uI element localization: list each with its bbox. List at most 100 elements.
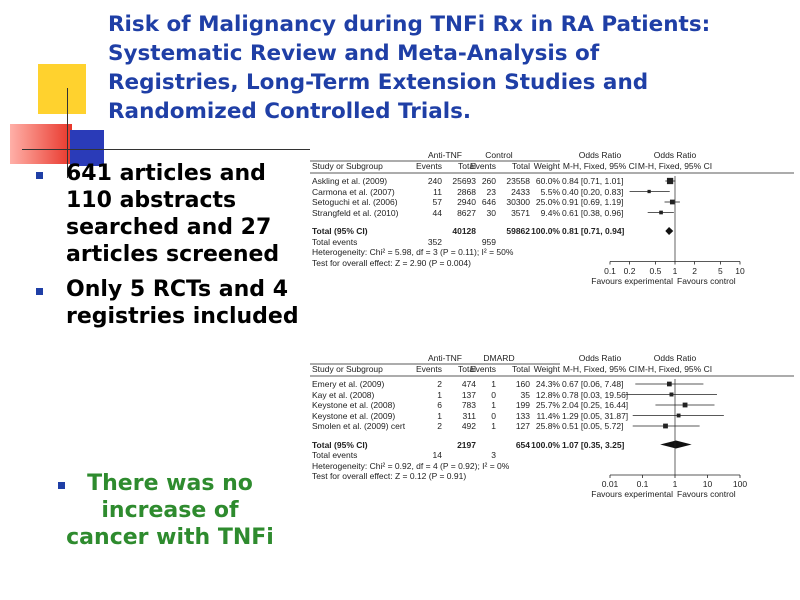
total-events-2: 959 [481, 236, 496, 247]
events-1: 1 [437, 410, 442, 421]
events-1: 2 [437, 421, 442, 431]
point-estimate-square [669, 199, 675, 205]
overall-effect-text: Test for overall effect: Z = 2.90 (P = 0… [312, 257, 471, 268]
deco-blue-square [70, 130, 104, 166]
total-label: Total (95% CI) [312, 439, 368, 450]
axis-tick-label: 0.2 [623, 265, 636, 276]
header-or-sub: M-H, Fixed, 95% CI [562, 364, 638, 374]
heterogeneity-text: Heterogeneity: Chi² = 0.92, df = 4 (P = … [312, 460, 510, 471]
axis-tick-label: 5 [718, 265, 723, 276]
total-2: 23558 [506, 176, 530, 186]
total-1: 2940 [457, 197, 476, 207]
header-weight: Weight [533, 364, 560, 374]
total-n1: 40128 [452, 226, 476, 236]
axis-tick-label: 0.01 [601, 479, 619, 489]
weight: 11.4% [536, 410, 560, 421]
weight: 12.8% [535, 389, 560, 400]
odds-ratio-ci: 0.67 [0.06, 7.48] [562, 379, 624, 389]
header-total: Total [512, 364, 530, 374]
total-events-2: 3 [491, 450, 496, 460]
axis-tick-label: 10 [702, 479, 713, 489]
bullet-item: Only 5 RCTs and 4 registries included [36, 276, 306, 330]
axis-tick-label: 0.1 [604, 265, 616, 276]
events-2: 1 [491, 400, 496, 410]
events-2: 260 [481, 176, 496, 186]
header-events: Events [470, 161, 496, 171]
bullet-item: 641 articles and 110 abstracts searched … [36, 160, 306, 268]
header-plot-odds-ratio: Odds Ratio [653, 150, 697, 160]
events-1: 57 [432, 197, 442, 207]
weight: 24.3% [535, 379, 560, 389]
study-name: Keystone et al. (2009) [312, 410, 396, 421]
total-ci: 1.07 [0.35, 3.25] [562, 439, 625, 450]
total-2: 35 [520, 389, 530, 400]
header-plot-odds-ratio: Odds Ratio [653, 353, 697, 363]
header-total: Total [512, 161, 530, 171]
bullet-list: 641 articles and 110 abstracts searched … [36, 160, 306, 330]
header-group1: Anti-TNF [428, 150, 462, 160]
header-total: Total [458, 161, 476, 171]
events-2: 1 [491, 421, 496, 431]
favours-left-label: Favours experimental [591, 275, 673, 286]
axis-tick-label: 1 [672, 479, 678, 489]
total-2: 3571 [511, 207, 530, 218]
header-plot-sub: M-H, Fixed, 95% CI [637, 161, 713, 171]
events-2: 1 [491, 379, 496, 389]
title-line: Randomized Controlled Trials. [108, 99, 472, 124]
odds-ratio-ci: 0.61 [0.38, 0.96] [562, 207, 624, 218]
bullet-square-icon [36, 288, 43, 295]
header-study: Study or Subgroup [312, 364, 383, 374]
total-2: 2433 [511, 186, 530, 197]
bullet-text: Only 5 RCTs and 4 registries included [66, 277, 299, 329]
heterogeneity-text: Heterogeneity: Chi² = 5.98, df = 3 (P = … [312, 247, 514, 257]
header-or-sub: M-H, Fixed, 95% CI [562, 161, 638, 171]
weight: 5.5% [540, 186, 560, 197]
summary-diamond [660, 440, 692, 449]
total-1: 783 [461, 400, 476, 410]
total-events-label: Total events [312, 236, 358, 247]
point-estimate-square [682, 402, 688, 408]
axis-tick-label: 1 [672, 265, 678, 276]
conclusion-text: There was no increase of cancer with TNF… [66, 471, 274, 550]
total-1: 474 [461, 379, 476, 389]
header-group2: Control [485, 150, 513, 160]
events-1: 11 [433, 186, 442, 197]
events-2: 30 [486, 207, 496, 218]
header-events: Events [416, 364, 442, 374]
axis-tick-label: 0.5 [649, 265, 662, 276]
point-estimate-square [666, 381, 672, 387]
total-n2: 654 [515, 439, 530, 450]
study-name: Kay et al. (2008) [312, 389, 375, 400]
point-estimate-square [669, 392, 674, 397]
total-weight: 100.0% [531, 439, 560, 450]
deco-vertical-line [67, 88, 68, 178]
total-ci: 0.81 [0.71, 0.94] [562, 226, 625, 236]
total-2: 127 [515, 421, 530, 431]
deco-red-square [10, 124, 72, 164]
study-name: Strangfeld et al. (2010) [312, 207, 399, 218]
total-1: 8627 [457, 207, 476, 218]
odds-ratio-ci: 0.78 [0.03, 19.56] [562, 389, 629, 400]
study-name: Askling et al. (2009) [312, 176, 388, 186]
point-estimate-square [647, 189, 651, 194]
forest-plot-1: Anti-TNF Control Odds Ratio Odds Ratio Study… [310, 150, 796, 325]
header-weight: Weight [533, 161, 560, 171]
total-events-label: Total events [312, 450, 358, 460]
header-plot-sub: M-H, Fixed, 95% CI [637, 364, 713, 374]
favours-left-label: Favours experimental [591, 489, 673, 499]
header-events: Events [470, 364, 496, 374]
forest-plot-svg [310, 363, 794, 478]
total-n2: 59862 [506, 226, 530, 236]
point-estimate-square [676, 413, 681, 418]
header-odds-ratio: Odds Ratio [578, 150, 622, 160]
study-name: Keystone et al. (2008) [312, 400, 396, 410]
bullet-square-icon [36, 172, 43, 179]
total-label: Total (95% CI) [312, 226, 368, 236]
total-2: 30300 [506, 197, 530, 207]
forest-plot-2: Anti-TNF DMARD Odds Ratio Odds Ratio Study o… [310, 353, 796, 528]
weight: 25.8% [535, 421, 560, 431]
header-events: Events [416, 161, 442, 171]
header-odds-ratio: Odds Ratio [578, 353, 622, 363]
overall-effect-text: Test for overall effect: Z = 0.12 (P = 0… [312, 471, 467, 481]
events-2: 0 [491, 410, 496, 421]
